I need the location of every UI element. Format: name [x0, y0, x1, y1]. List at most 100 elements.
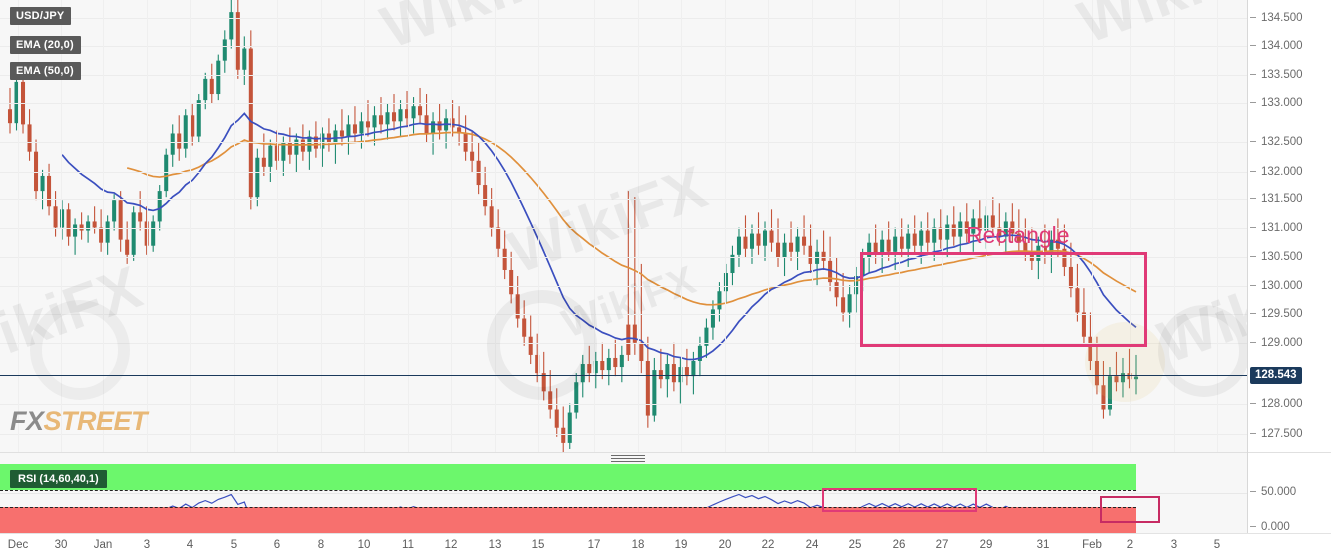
price-axis-tick: 132.000	[1248, 165, 1331, 179]
gridline-vertical	[408, 0, 409, 452]
gridline	[0, 199, 1247, 200]
date-axis-tick: 22	[761, 539, 775, 551]
rectangle-annotation-label: Rectangle	[966, 222, 1070, 248]
date-axis-tick: 5	[1213, 539, 1221, 551]
current-price-badge: 128.543	[1250, 367, 1302, 384]
gridline-vertical	[986, 0, 987, 452]
gridline-vertical	[1092, 0, 1093, 452]
gridline-vertical	[1174, 0, 1175, 452]
gridline	[0, 314, 1247, 315]
gridline-vertical	[364, 0, 365, 452]
gridline	[0, 257, 1247, 258]
fxstreet-watermark: FXSTREET	[10, 406, 148, 437]
ema20-legend[interactable]: EMA (20,0)	[10, 36, 81, 54]
rsi-lower-level-line	[0, 507, 1136, 508]
gridline	[0, 103, 1247, 104]
current-price-line	[0, 375, 1247, 376]
gridline-vertical	[538, 0, 539, 452]
gridline	[0, 142, 1247, 143]
date-axis-tick: 4	[186, 539, 194, 551]
date-axis-tick: 20	[718, 539, 732, 551]
price-axis-tick: 134.500	[1248, 11, 1331, 25]
price-panel[interactable]: WikiFX WikiFX WikiFX WikiFX WikiFX WikiF…	[0, 0, 1247, 452]
rectangle-annotation[interactable]	[860, 252, 1147, 347]
gridline-vertical	[190, 0, 191, 452]
gridline-vertical	[277, 0, 278, 452]
gridline-vertical	[1043, 0, 1044, 452]
gridline	[0, 343, 1247, 344]
date-axis-tick: 29	[979, 539, 993, 551]
date-axis-tick: 12	[444, 539, 458, 551]
gridline-vertical	[899, 0, 900, 452]
date-axis-tick: Feb	[1082, 539, 1102, 551]
gridline-vertical	[495, 0, 496, 452]
gridline-vertical	[855, 0, 856, 452]
date-axis-tick: 8	[317, 539, 325, 551]
date-axis-tick: 6	[273, 539, 281, 551]
gridline-vertical	[812, 0, 813, 452]
gridline-vertical	[942, 0, 943, 452]
date-axis-tick: 5	[230, 539, 238, 551]
ema50-legend[interactable]: EMA (50,0)	[10, 62, 81, 80]
gridline-vertical	[681, 0, 682, 452]
price-axis-tick: 132.500	[1248, 135, 1331, 149]
gridline-vertical	[234, 0, 235, 452]
price-axis-tick: 130.000	[1248, 279, 1331, 293]
price-axis-tick: 133.000	[1248, 96, 1331, 110]
panel-resize-handle[interactable]	[611, 455, 645, 463]
gridline	[0, 46, 1247, 47]
date-axis-tick: 26	[892, 539, 906, 551]
gridline-vertical	[18, 0, 19, 452]
date-axis-tick: 30	[54, 539, 68, 551]
gridline	[0, 228, 1247, 229]
gridline-vertical	[321, 0, 322, 452]
gridline-vertical	[1217, 0, 1218, 452]
gridline-vertical	[638, 0, 639, 452]
price-axis-tick: 129.000	[1248, 336, 1331, 350]
date-axis-tick: Jan	[93, 539, 113, 551]
price-axis-tick: 127.500	[1248, 427, 1331, 441]
symbol-legend[interactable]: USD/JPY	[10, 7, 72, 25]
gridline-vertical	[1130, 0, 1131, 452]
fxstreet-fx: FX	[10, 406, 44, 436]
rsi-overbought-band	[0, 464, 1136, 490]
rsi-upper-level-line	[0, 490, 1136, 491]
date-axis-tick: 13	[488, 539, 502, 551]
date-axis-tick: 24	[805, 539, 819, 551]
date-axis-tick: 15	[531, 539, 545, 551]
date-axis-tick: 17	[587, 539, 601, 551]
gridline-vertical	[768, 0, 769, 452]
gridline-vertical	[594, 0, 595, 452]
date-axis-tick: 3	[1170, 539, 1178, 551]
date-axis-tick: 19	[674, 539, 688, 551]
price-axis-tick: 131.000	[1248, 221, 1331, 235]
price-axis-tick: 134.000	[1248, 39, 1331, 53]
gridline	[0, 18, 1247, 19]
price-axis-tick: 133.500	[1248, 68, 1331, 82]
price-axis-tick: 128.000	[1248, 397, 1331, 411]
price-axis-tick: 131.500	[1248, 192, 1331, 206]
date-axis-tick: 11	[402, 539, 414, 551]
rsi-panel[interactable]: RSI (14,60,40,1)	[0, 464, 1247, 533]
gridline	[0, 404, 1247, 405]
rsi-axis-tick: 50.000	[1248, 485, 1331, 499]
price-axis-tick: 130.500	[1248, 250, 1331, 264]
date-axis-tick: 10	[357, 539, 371, 551]
date-axis-tick: 18	[631, 539, 645, 551]
date-axis-tick: 31	[1036, 539, 1050, 551]
rsi-rectangle-annotation[interactable]	[822, 488, 977, 512]
date-axis[interactable]: Dec 30 Jan 3 4 5 6 8 10 11 12 13 15 17 18 19 20 22 24 25 26 2…	[0, 533, 1331, 559]
fxstreet-street: STREET	[43, 406, 148, 436]
gridline	[0, 434, 1247, 435]
date-axis-tick: 27	[935, 539, 949, 551]
rsi-rectangle-annotation-small[interactable]	[1100, 496, 1160, 523]
panel-divider	[0, 452, 1247, 453]
price-axis-tick: 129.500	[1248, 307, 1331, 321]
rsi-legend[interactable]: RSI (14,60,40,1)	[10, 470, 107, 488]
date-axis-tick: 25	[848, 539, 862, 551]
gridline	[0, 286, 1247, 287]
date-axis-tick: 2	[1126, 539, 1134, 551]
price-axis[interactable]: 134.500 134.000 133.500 133.000 132.500 132.0…	[1247, 0, 1331, 533]
gridline-vertical	[725, 0, 726, 452]
